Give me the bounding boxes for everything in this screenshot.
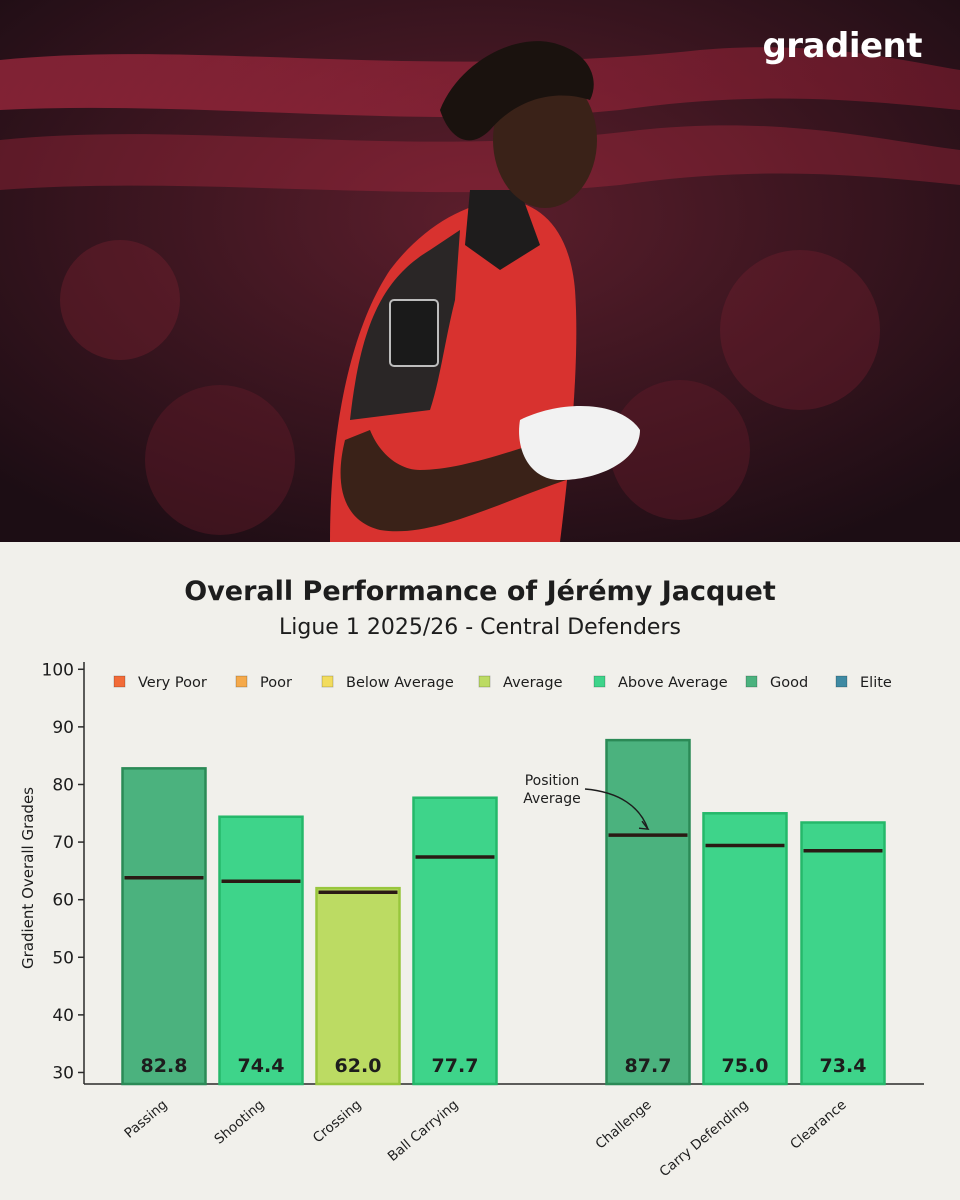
annotation-line-2: Average <box>523 791 581 807</box>
chart-subtitle: Ligue 1 2025/26 - Central Defenders <box>279 615 681 640</box>
y-tick-label: 30 <box>52 1063 74 1083</box>
bar <box>315 886 401 1086</box>
legend-swatch <box>745 675 758 688</box>
legend-swatch <box>321 675 334 688</box>
x-tick-label: Crossing <box>310 1097 365 1146</box>
bar <box>121 767 207 1086</box>
bar <box>605 738 691 1086</box>
legend-label: Elite <box>860 675 892 691</box>
bar <box>800 821 886 1086</box>
x-tick-label: Clearance <box>787 1097 849 1153</box>
legend-label: Poor <box>260 675 292 691</box>
y-tick-label: 100 <box>42 660 74 680</box>
bar-value-label: 82.8 <box>141 1055 188 1077</box>
legend-label: Good <box>770 675 808 691</box>
y-tick-label: 70 <box>52 833 74 853</box>
bar-value-label: 77.7 <box>432 1055 479 1077</box>
x-tick-label: Challenge <box>593 1097 655 1153</box>
annotation-arrowhead <box>638 820 650 831</box>
chart-section: Overall Performance of Jérémy Jacquet Lig… <box>0 542 960 1200</box>
bar <box>218 815 304 1086</box>
legend-swatch <box>478 675 491 688</box>
legend-swatch <box>593 675 606 688</box>
bar-value-label: 73.4 <box>820 1055 867 1077</box>
y-tick-label: 60 <box>52 891 74 911</box>
bar-value-label: 62.0 <box>335 1055 382 1077</box>
bar-chart: Overall Performance of Jérémy Jacquet Lig… <box>19 576 924 1180</box>
legend-label: Very Poor <box>138 675 207 691</box>
y-tick-label: 50 <box>52 948 74 968</box>
y-axis-label: Gradient Overall Grades <box>19 787 37 969</box>
bar-value-label: 74.4 <box>238 1055 285 1077</box>
bar <box>412 796 498 1086</box>
legend-label: Above Average <box>618 675 728 691</box>
y-tick-label: 40 <box>52 1006 74 1026</box>
annotation-arrow <box>584 788 649 830</box>
legend-swatch <box>113 675 126 688</box>
gradient-logo: gradient <box>762 26 922 66</box>
player-photo <box>0 0 960 542</box>
y-tick-label: 80 <box>52 775 74 795</box>
y-tick-label: 90 <box>52 718 74 738</box>
x-tick-label: Carry Defending <box>657 1097 752 1180</box>
legend-label: Below Average <box>346 675 454 691</box>
x-tick-label: Ball Carrying <box>385 1097 462 1165</box>
chart-title: Overall Performance of Jérémy Jacquet <box>184 576 776 607</box>
legend-swatch <box>235 675 248 688</box>
legend-swatch <box>835 675 848 688</box>
bar <box>702 812 788 1086</box>
bar-value-label: 87.7 <box>625 1055 672 1077</box>
annotation-line-1: Position <box>525 773 580 789</box>
bar-value-label: 75.0 <box>722 1055 769 1077</box>
x-tick-label: Shooting <box>211 1097 267 1148</box>
hero-photo: gradient <box>0 0 960 542</box>
legend-label: Average <box>503 675 563 691</box>
x-tick-label: Passing <box>121 1097 170 1142</box>
